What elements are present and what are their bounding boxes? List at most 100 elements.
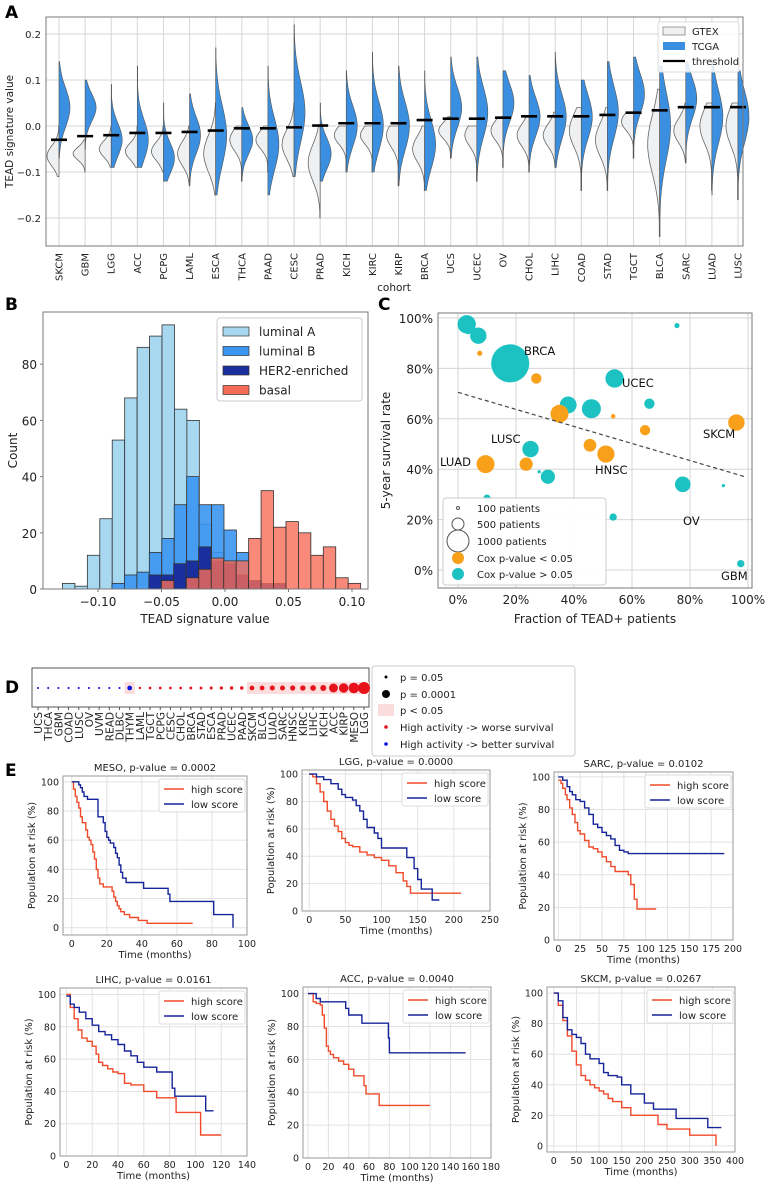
point-label: HNSC bbox=[595, 463, 628, 477]
dot-esca bbox=[209, 686, 213, 690]
km-plot-title: MESO, p-value = 0.0002 bbox=[94, 763, 216, 774]
x-tick-label: PAAD bbox=[237, 712, 249, 740]
x-tick-label: 150 bbox=[409, 915, 427, 926]
legend-marker-p05 bbox=[384, 675, 388, 679]
x-tick-label: LUSC bbox=[74, 712, 86, 739]
axes-frame bbox=[553, 771, 734, 941]
violin-tcga-gbm bbox=[84, 79, 97, 150]
x-tick-label: 120 bbox=[212, 1160, 230, 1171]
x-tick-label: LGG bbox=[107, 253, 118, 274]
dot-gbm bbox=[57, 686, 60, 690]
legend-label: 500 patients bbox=[477, 520, 540, 531]
x-tick-label: 80% bbox=[677, 593, 704, 607]
legend-box bbox=[216, 317, 363, 402]
y-tick-label: 60% bbox=[406, 413, 433, 427]
y-tick-label: 0 bbox=[53, 923, 59, 934]
y-tick-label: 100 bbox=[280, 770, 298, 781]
x-axis-label: TEAD signature value bbox=[139, 612, 269, 626]
legend-marker-significant bbox=[378, 704, 394, 716]
legend-label: high score bbox=[679, 996, 731, 1007]
bubble-point bbox=[531, 373, 542, 384]
y-tick-label: 20 bbox=[531, 1111, 543, 1122]
x-tick-label: HNSC bbox=[288, 712, 300, 742]
hist-bar-luminal-a bbox=[99, 518, 113, 590]
y-tick-label: 100 bbox=[38, 990, 56, 1001]
legend-label: TCGA bbox=[691, 42, 719, 53]
legend-label: low score bbox=[191, 800, 238, 811]
legend-label: low score bbox=[191, 1012, 238, 1023]
y-tick-label: 40 bbox=[287, 1088, 299, 1099]
bubble-point-hnsc bbox=[597, 445, 615, 463]
x-tick-label: 100 bbox=[637, 944, 655, 955]
panel-label-b: B bbox=[5, 295, 18, 315]
legend-label: high score bbox=[435, 996, 487, 1007]
hist-bar-basal bbox=[273, 526, 287, 590]
hist-bar-her2-enriched bbox=[173, 563, 187, 590]
x-tick-label: SKCM bbox=[55, 253, 66, 281]
x-tick-label: LUSC bbox=[734, 253, 745, 279]
bubble-point bbox=[550, 404, 569, 423]
legend-label: low score bbox=[434, 794, 481, 805]
km-curve-high-score bbox=[553, 992, 717, 1146]
legend-label: HER2-enriched bbox=[259, 364, 348, 378]
violin-gtex-skcm bbox=[46, 125, 60, 177]
x-tick-label: KIRC bbox=[368, 253, 379, 276]
x-tick-label: 0 bbox=[305, 1162, 311, 1173]
x-tick-label: ESCA bbox=[211, 253, 222, 280]
bubble-point-luad bbox=[476, 455, 495, 474]
panel-label-a: A bbox=[5, 3, 19, 23]
violin-tcga-stad bbox=[607, 61, 619, 191]
km-curve-high-score bbox=[309, 773, 462, 894]
violin-gtex-ucec bbox=[464, 125, 478, 182]
y-tick-label: 80% bbox=[406, 362, 433, 376]
bubble-point bbox=[519, 457, 533, 471]
x-tick-label: 125 bbox=[658, 944, 676, 955]
panel-label-d: D bbox=[5, 678, 19, 698]
dot-luad bbox=[269, 685, 275, 691]
y-tick-label: 20 bbox=[287, 1121, 299, 1132]
y-tick-label: 100 bbox=[41, 777, 59, 788]
x-tick-label: 100 bbox=[401, 1162, 419, 1173]
hist-bar-luminal-b bbox=[136, 571, 150, 590]
point-label: BRCA bbox=[524, 344, 555, 358]
legend-label: High activity -> better survival bbox=[400, 740, 554, 751]
x-tick-label: ACC bbox=[328, 712, 340, 734]
hist-bar-luminal-a bbox=[149, 335, 163, 590]
km-curve-low-score bbox=[308, 992, 466, 1054]
hist-bar-basal bbox=[260, 490, 274, 590]
y-tick-label: 100 bbox=[532, 772, 550, 783]
y-tick-label: 100% bbox=[399, 312, 433, 326]
dot-acc bbox=[328, 683, 338, 693]
x-tick-label: 0 bbox=[63, 1160, 69, 1171]
bubble-point bbox=[464, 326, 472, 335]
y-tick-label: 20 bbox=[47, 894, 59, 905]
point-label: OV bbox=[683, 514, 700, 528]
bubble-point bbox=[609, 513, 617, 521]
x-tick-label: PRAD bbox=[216, 712, 228, 740]
hist-bar-basal bbox=[298, 532, 312, 590]
violin-tcga-kirc bbox=[372, 52, 384, 173]
y-tick-label: 60 bbox=[531, 1050, 543, 1061]
km-plot-title: SKCM, p-value = 0.0267 bbox=[580, 974, 701, 985]
legend-marker-p0001 bbox=[382, 690, 390, 698]
y-tick-label: 0 bbox=[29, 583, 37, 597]
y-tick-label: 0 bbox=[50, 1152, 56, 1163]
x-tick-label: THCA bbox=[237, 253, 248, 282]
violin-tcga-lgg bbox=[110, 84, 123, 168]
dot-paad bbox=[240, 686, 244, 690]
point-label: UCEC bbox=[622, 376, 654, 390]
legend-label: GTEX bbox=[692, 27, 719, 38]
x-tick-label: 20 bbox=[322, 1162, 334, 1173]
x-tick-label: 60 bbox=[171, 939, 183, 950]
x-tick-label: THCA bbox=[43, 711, 55, 742]
y-tick-label: 60 bbox=[47, 836, 59, 847]
x-tick-label: COAD bbox=[64, 712, 76, 743]
km-curve-low-score bbox=[71, 781, 234, 928]
y-tick-label: 0 bbox=[544, 936, 550, 947]
point-label: LUSC bbox=[491, 432, 521, 446]
x-axis-label: Time (months) bbox=[116, 1171, 190, 1182]
legend: luminal A luminal B HER2-enriched basal bbox=[216, 317, 363, 402]
x-axis-label: Time (months) bbox=[603, 1167, 677, 1178]
x-tick-label: SARC bbox=[278, 712, 290, 740]
x-axis-label: Time (months) bbox=[117, 950, 191, 961]
